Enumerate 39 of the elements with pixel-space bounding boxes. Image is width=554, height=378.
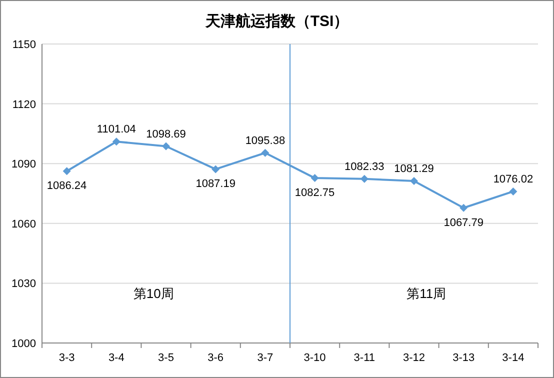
x-tick-label: 3-6 — [208, 352, 224, 364]
chart-title: 天津航运指数（TSI） — [204, 12, 349, 30]
data-label: 1098.69 — [146, 128, 186, 140]
y-tick-label: 1120 — [12, 98, 36, 111]
y-tick-label: 1060 — [12, 218, 36, 230]
y-tick-label: 1000 — [12, 338, 36, 350]
data-label: 1082.33 — [344, 160, 384, 173]
x-tick-label: 3-5 — [158, 352, 174, 364]
point — [460, 204, 468, 212]
annotation: 第11周 — [406, 286, 446, 302]
point — [310, 174, 319, 182]
x-tick-label: 3-3 — [58, 352, 75, 364]
point — [212, 165, 220, 174]
data-label: 1086.24 — [46, 180, 87, 192]
point — [261, 148, 270, 157]
y-tick-label: 1090 — [12, 158, 36, 171]
x-tick-label: 3-7 — [257, 352, 274, 364]
data-label: 1076.02 — [493, 173, 534, 186]
x-tick-label: 3-12 — [402, 352, 426, 364]
x-tick-label: 3-10 — [304, 352, 326, 364]
y-tick-label: 1150 — [12, 39, 36, 51]
data-label: 1082.75 — [294, 187, 335, 200]
data-label: 1087.19 — [196, 178, 236, 190]
point — [62, 167, 71, 176]
point — [509, 187, 518, 196]
x-tick-label: 3-14 — [502, 352, 524, 364]
point — [410, 176, 418, 185]
point — [360, 174, 368, 183]
x-tick-label: 3-13 — [452, 352, 475, 364]
x-tick-label: 3-11 — [354, 352, 375, 364]
data-label: 1101.04 — [96, 124, 136, 136]
point — [162, 142, 170, 150]
data-label: 1095.38 — [245, 134, 286, 147]
y-tick-label: 1030 — [12, 278, 36, 290]
data-label: 1067.79 — [444, 216, 484, 229]
annotation: 第10周 — [133, 286, 174, 302]
data-label: 1081.29 — [394, 162, 434, 175]
x-tick-label: 3-4 — [108, 352, 124, 364]
point — [112, 138, 120, 146]
